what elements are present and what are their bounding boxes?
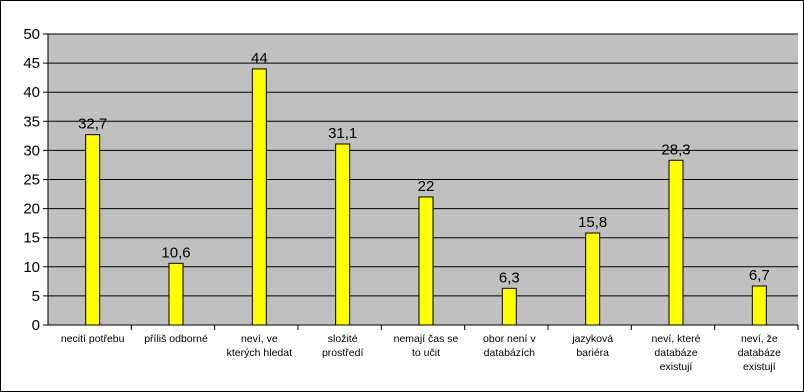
data-label: 6,7 [749,267,770,284]
category-label-line: neví, které [651,333,700,345]
bar [85,134,101,326]
category-label-line: bariéra [576,347,609,359]
data-label: 44 [251,50,268,67]
category-label-line: neví, že [741,333,778,345]
y-tick-label: 35 [23,113,40,130]
category-label: neví, že databáze existují [738,333,781,373]
category-label-line: složité [328,333,358,345]
y-tick-label: 20 [23,201,40,218]
bar [335,143,351,326]
category-label-line: obor není v [483,333,536,345]
category-label: neví, které databáze existují [651,333,700,373]
bar [168,262,184,326]
bar [751,285,767,326]
category-label-line: to učit [412,347,440,359]
data-label: 22 [418,178,435,195]
bar [251,68,267,326]
data-label: 28,3 [661,141,690,158]
category-label-line: existují [660,361,693,373]
y-tick-label: 15 [23,230,40,247]
category-label-line: příliš odborné [144,333,208,345]
y-tick-label: 45 [23,55,40,72]
category-label: neví, ve kterých hledat [227,333,292,359]
bar [501,287,517,326]
category-label-line: neví, ve [241,333,278,345]
category-label-line: prostředí [322,347,364,359]
data-label: 31,1 [328,125,357,142]
category-label-line: nemají čas se [394,333,459,345]
category-label: obor není v databázích [483,333,536,359]
data-label: 10,6 [161,244,190,261]
category-label-line: kterých hledat [227,347,292,359]
y-tick-label: 25 [23,172,40,189]
data-label: 32,7 [78,116,107,133]
data-label: 6,3 [499,269,520,286]
y-tick-label: 40 [23,84,40,101]
y-tick-label: 5 [32,288,40,305]
category-label: jazyková bariéra [571,333,613,359]
category-label-line: jazyková [571,333,613,345]
y-tick-label: 10 [23,259,40,276]
category-label-line: necití potřebu [61,333,125,345]
category-label: příliš odborné [144,333,208,345]
data-label: 15,8 [578,214,607,231]
y-tick-label: 30 [23,142,40,159]
y-tick-label: 50 [23,26,40,43]
bar [585,232,601,326]
y-tick-label: 0 [32,317,40,334]
category-label-line: databáze [654,347,697,359]
category-label-line: databázích [484,347,536,359]
bar [418,196,434,326]
category-label: nemají čas se to učit [394,333,459,359]
bar [668,159,684,326]
category-label-line: existují [743,361,776,373]
category-label-line: databáze [738,347,781,359]
category-label: necití potřebu [61,333,125,345]
category-label: složité prostředí [322,333,364,359]
